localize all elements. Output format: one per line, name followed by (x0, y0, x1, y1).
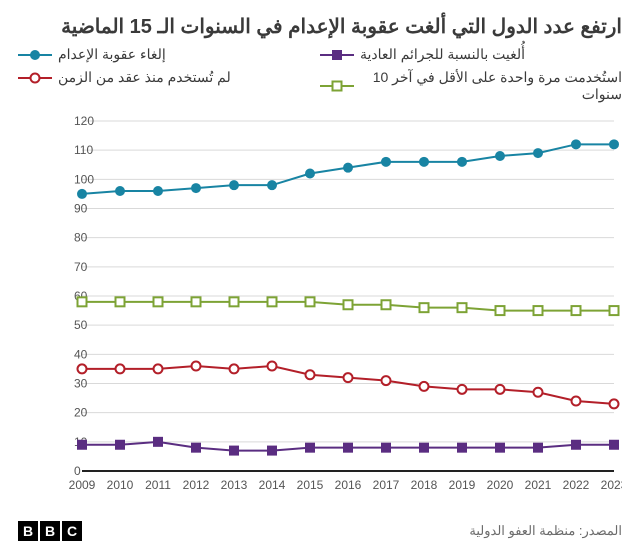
svg-text:100: 100 (74, 172, 94, 186)
footer-row: B B C المصدر: منظمة العفو الدولية (18, 521, 622, 541)
svg-text:2016: 2016 (335, 478, 362, 492)
svg-text:2015: 2015 (297, 478, 324, 492)
svg-text:90: 90 (74, 202, 88, 216)
bbc-logo-b1: B (18, 521, 38, 541)
chart-area: 0102030405060708090100110120200920102011… (18, 111, 622, 511)
svg-text:2013: 2013 (221, 478, 248, 492)
legend-label-a: إلغاء عقوبة الإعدام (58, 46, 166, 63)
svg-text:2022: 2022 (563, 478, 590, 492)
svg-text:2012: 2012 (183, 478, 210, 492)
bbc-logo-b2: B (40, 521, 60, 541)
svg-text:2021: 2021 (525, 478, 552, 492)
svg-text:2009: 2009 (69, 478, 96, 492)
legend-label-b: أُلغيت بالنسبة للجرائم العادية (360, 46, 525, 63)
legend-swatch-d (320, 79, 354, 93)
svg-text:2019: 2019 (449, 478, 476, 492)
svg-text:20: 20 (74, 406, 88, 420)
svg-text:2020: 2020 (487, 478, 514, 492)
legend-label-c: لم تُستخدم منذ عقد من الزمن (58, 69, 231, 86)
svg-text:80: 80 (74, 231, 88, 245)
svg-text:110: 110 (74, 143, 93, 157)
legend-swatch-c (18, 71, 52, 85)
legend-label-d: استُخدمت مرة واحدة على الأقل في آخر 10 س… (360, 69, 622, 103)
legend-item-a: إلغاء عقوبة الإعدام (18, 46, 320, 63)
legend-item-c: لم تُستخدم منذ عقد من الزمن (18, 69, 320, 86)
svg-text:2023: 2023 (601, 478, 622, 492)
legend-item-d: استُخدمت مرة واحدة على الأقل في آخر 10 س… (320, 69, 622, 103)
legend-swatch-b (320, 48, 354, 62)
svg-text:70: 70 (74, 260, 88, 274)
svg-text:40: 40 (74, 347, 88, 361)
line-chart-svg: 0102030405060708090100110120200920102011… (18, 111, 622, 511)
svg-text:50: 50 (74, 318, 88, 332)
svg-text:2010: 2010 (107, 478, 134, 492)
chart-title: ارتفع عدد الدول التي ألغت عقوبة الإعدام … (18, 14, 622, 40)
svg-text:2011: 2011 (145, 478, 171, 492)
legend-col-right: أُلغيت بالنسبة للجرائم العادية استُخدمت … (320, 46, 622, 103)
svg-text:2014: 2014 (259, 478, 286, 492)
bbc-logo: B B C (18, 521, 82, 541)
legend-col-left: إلغاء عقوبة الإعدام لم تُستخدم منذ عقد م… (18, 46, 320, 103)
svg-text:0: 0 (74, 464, 81, 478)
legend: إلغاء عقوبة الإعدام لم تُستخدم منذ عقد م… (18, 46, 622, 103)
svg-text:120: 120 (74, 114, 94, 128)
bbc-logo-c: C (62, 521, 82, 541)
legend-swatch-a (18, 48, 52, 62)
source-text: المصدر: منظمة العفو الدولية (469, 523, 622, 539)
svg-text:30: 30 (74, 377, 88, 391)
svg-text:2017: 2017 (373, 478, 400, 492)
svg-text:2018: 2018 (411, 478, 438, 492)
legend-item-b: أُلغيت بالنسبة للجرائم العادية (320, 46, 622, 63)
chart-wrap: ارتفع عدد الدول التي ألغت عقوبة الإعدام … (0, 0, 640, 557)
